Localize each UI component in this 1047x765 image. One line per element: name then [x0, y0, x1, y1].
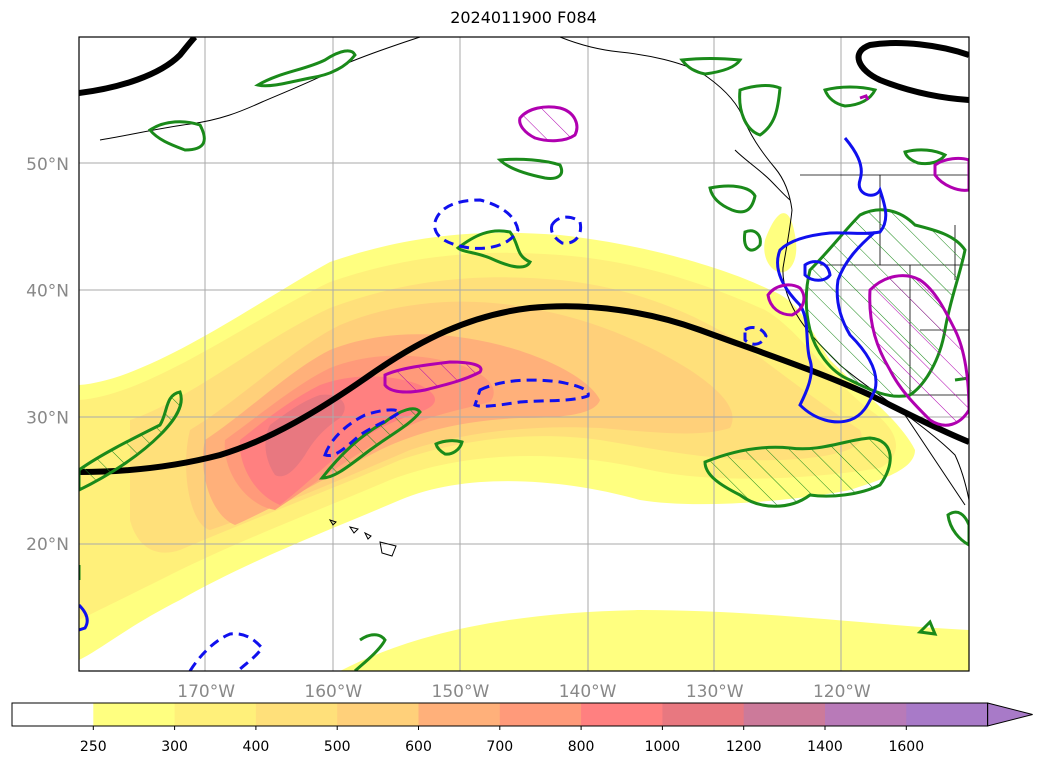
colorbar-extend-arrow [987, 702, 1033, 727]
lon-label: 150°W [432, 682, 490, 702]
lon-label: 170°W [177, 682, 235, 702]
blue-contour-coastal [776, 137, 888, 424]
hawaii-islands [328, 519, 397, 557]
lon-label: 120°W [813, 682, 871, 702]
longitude-labels: 170°W 160°W 150°W 140°W 130°W 120°W [177, 682, 871, 702]
latitude-labels: 50°N 40°N 30°N 20°N [26, 155, 69, 555]
colorbar-tick-label: 700 [486, 739, 513, 755]
colorbar-segment [499, 703, 582, 726]
colorbar-tick-label: 300 [161, 739, 188, 755]
height-contour-nw [79, 37, 198, 96]
colorbar-tick-label: 500 [324, 739, 351, 755]
map-frame [78, 36, 970, 672]
alaska-gulf-coast [559, 37, 793, 211]
magenta-contour-north [518, 105, 579, 143]
colorbar-segment [337, 703, 419, 726]
lon-label: 130°W [686, 682, 744, 702]
lat-label: 40°N [26, 282, 69, 302]
map-plot-area [79, 37, 969, 671]
colorbar-segment [12, 703, 94, 726]
colorbar-segment [906, 703, 989, 726]
magenta-contour-mid [383, 360, 483, 394]
green-contour-sw-region [703, 436, 892, 508]
blue-dashed-contours [188, 198, 768, 671]
colorbar-segment [743, 703, 826, 726]
lat-label: 20°N [26, 535, 69, 555]
colorbar-segment [255, 703, 338, 726]
colorbar-tick-label: 800 [568, 739, 595, 755]
colorbar-segment [174, 703, 257, 726]
ivt-band-1000 [265, 394, 345, 477]
height-contour-ne [855, 40, 969, 103]
green-contour-west-1 [79, 390, 183, 492]
map-title: 2024011900 F084 [450, 8, 597, 27]
colorbar-segment [662, 703, 745, 726]
colorbar-tick-label: 1400 [807, 739, 843, 755]
magenta-contours [383, 94, 969, 427]
colorbar-tick-label: 400 [243, 739, 270, 755]
blue-contours [79, 137, 888, 632]
height-contour-main [79, 303, 969, 475]
lon-label: 140°W [559, 682, 617, 702]
baja-coast [904, 414, 966, 506]
colorbar-segment [581, 703, 663, 726]
alaska-coast [99, 37, 421, 141]
colorbar-segment [825, 703, 907, 726]
green-contour-west-2 [318, 407, 422, 480]
height-contours [79, 37, 969, 475]
lon-label: 160°W [304, 682, 362, 702]
lat-label: 30°N [26, 408, 69, 428]
ivt-band-250-south [340, 610, 969, 671]
colorbar-tick-label: 1600 [888, 739, 924, 755]
colorbar: 250 300 400 500 600 700 800 1000 1200 1400 1600 [11, 702, 1033, 755]
colorbar-segment [93, 703, 176, 726]
vancouver-island [734, 149, 791, 201]
colorbar-tick-label: 600 [405, 739, 432, 755]
colorbar-tick-label: 250 [80, 739, 107, 755]
lat-label: 50°N [26, 155, 69, 175]
ivt-band-250-north-coast [764, 213, 797, 273]
colorbar-segment [418, 703, 501, 726]
colorbar-tick-label: 1200 [726, 739, 762, 755]
colorbar-tick-label: 1000 [645, 739, 681, 755]
